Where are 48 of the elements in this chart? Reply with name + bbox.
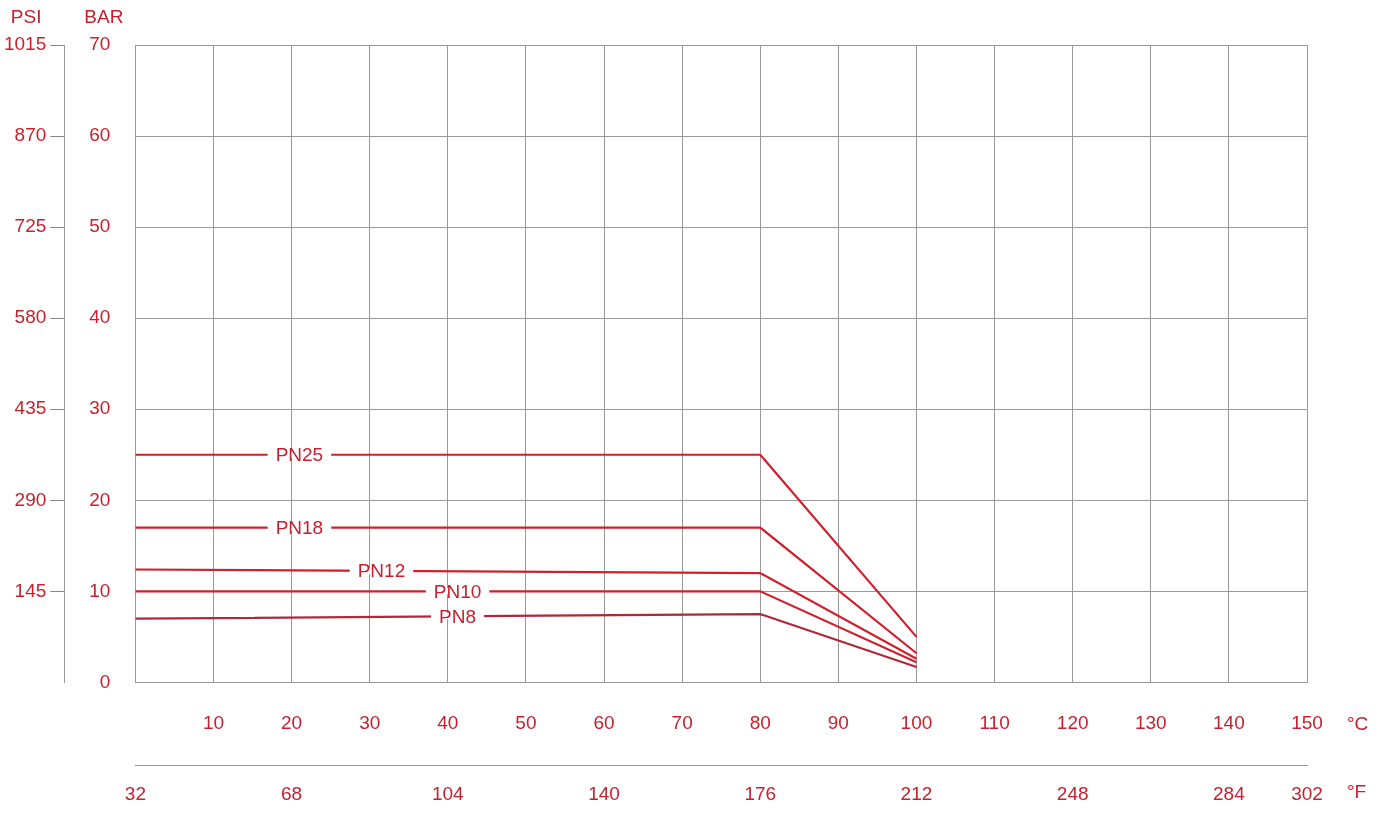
x-tick-label: 140	[1213, 712, 1245, 734]
x-tick-label: 30	[359, 712, 381, 734]
x-axis-title: °C	[1347, 712, 1369, 734]
x-tick-label: 80	[749, 712, 771, 734]
y-tick-label: 70	[89, 33, 111, 55]
x-tick-label: 10	[202, 712, 225, 734]
y2-tick-label: 580	[14, 306, 47, 328]
x2-tick-label: 302	[1291, 782, 1323, 804]
x-tick-label: 40	[437, 712, 459, 734]
x-tick-label: 90	[827, 712, 849, 734]
series-label: PN10	[433, 580, 482, 602]
y2-tick-label: 435	[14, 397, 47, 419]
series-label: PN12	[357, 560, 406, 582]
y-tick-label: 10	[89, 579, 111, 601]
x-tick-label: 150	[1291, 712, 1323, 734]
y-axis-title: BAR	[84, 6, 124, 28]
x2-tick-label: 176	[744, 782, 777, 804]
y-tick-label: 0	[99, 670, 111, 692]
x-tick-label: 20	[281, 712, 303, 734]
x2-tick-label: 248	[1056, 782, 1089, 804]
x2-tick-label: 212	[900, 782, 933, 804]
x-tick-label: 120	[1056, 712, 1089, 734]
x-tick-label: 60	[593, 712, 615, 734]
y2-tick-label: 290	[14, 488, 47, 510]
y2-tick-label: 1015	[3, 33, 47, 55]
x2-tick-label: 68	[281, 782, 303, 804]
x-tick-label: 110	[979, 712, 1010, 734]
x2-tick-label: 284	[1213, 782, 1246, 804]
y-tick-label: 40	[89, 306, 111, 328]
x2-tick-label: 104	[431, 782, 465, 804]
y-tick-label: 20	[89, 488, 111, 510]
series-label: PN18	[275, 516, 324, 538]
y-tick-label: 50	[89, 215, 111, 237]
x-tick-label: 100	[900, 712, 933, 734]
x-tick-label: 130	[1134, 712, 1167, 734]
y2-tick-label: 145	[14, 579, 47, 601]
series-label: PN25	[275, 443, 324, 465]
x2-tick-label: 32	[124, 782, 146, 804]
x2-axis-title: °F	[1347, 781, 1367, 803]
x-tick-label: 70	[671, 712, 693, 734]
y-tick-label: 30	[89, 397, 111, 419]
x-tick-label: 50	[515, 712, 537, 734]
y2-tick-label: 725	[14, 215, 47, 237]
series-label: PN8	[439, 605, 477, 627]
x2-tick-label: 140	[588, 782, 620, 804]
y-tick-label: 60	[89, 124, 111, 146]
y2-tick-label: 870	[14, 124, 47, 146]
y2-axis-title: PSI	[10, 6, 42, 28]
